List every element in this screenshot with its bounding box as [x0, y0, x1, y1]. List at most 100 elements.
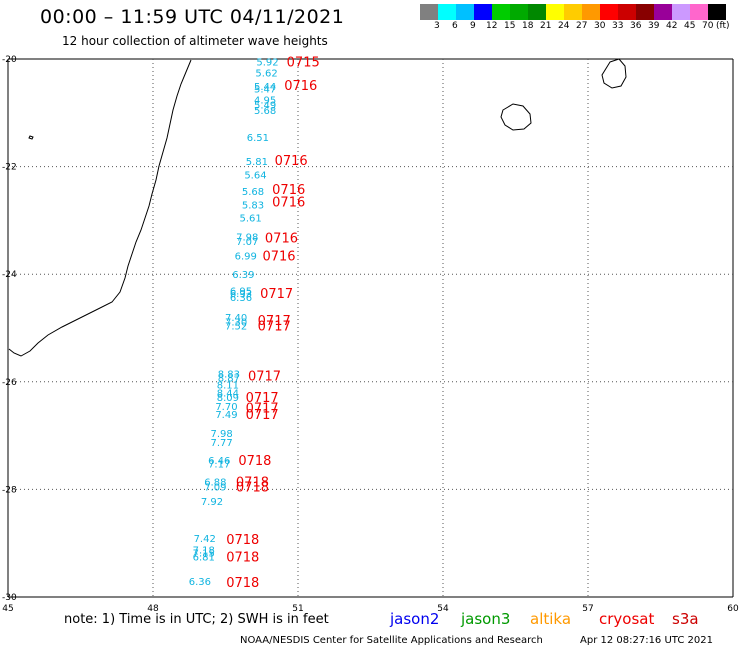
swh-label: 8.87 [218, 373, 240, 384]
legend-jason2: jason2 [390, 610, 440, 628]
color-scale-label: 70 [702, 21, 714, 31]
swh-label: 8.09 [217, 393, 239, 404]
color-swatch [618, 4, 636, 20]
swh-label: 6.99 [235, 251, 257, 262]
swh-labels: 5.925.625.445.474.955.495.686.515.815.64… [189, 58, 279, 588]
color-swatch [582, 4, 600, 20]
time-label: 0716 [275, 154, 308, 169]
time-label: 0716 [272, 196, 305, 211]
lon-tick-label: 54 [437, 604, 449, 614]
color-swatch [600, 4, 618, 20]
legend-cryosat: cryosat [599, 610, 655, 628]
color-scale-label: 6 [452, 21, 458, 31]
lon-tick-label: 45 [2, 604, 13, 614]
swh-label: 5.64 [244, 171, 266, 182]
lat-lon-grid [7, 58, 734, 598]
time-label: 0718 [236, 475, 269, 490]
time-label: 0716 [272, 183, 305, 198]
legend-s3a: s3a [672, 610, 699, 628]
swh-label: 5.68 [242, 187, 264, 198]
swh-label: 7.30 [225, 318, 247, 329]
color-swatch [492, 4, 510, 20]
color-swatch [474, 4, 492, 20]
color-scale-unit: (ft) [716, 21, 730, 31]
swh-label: 7.07 [236, 237, 258, 248]
time-label: 0717 [258, 314, 291, 329]
color-scale-bar [420, 4, 726, 20]
coastline [8, 58, 627, 357]
color-swatch [636, 4, 654, 20]
lat-tick-label: -28 [2, 485, 17, 495]
swh-label: 5.83 [242, 200, 264, 211]
lon-tick-label: 51 [292, 604, 303, 614]
swh-label: 8.44 [217, 389, 239, 400]
swh-label: 5.81 [246, 157, 268, 168]
color-scale-label: 45 [684, 21, 696, 31]
swh-label: 7.77 [210, 438, 232, 449]
lat-tick-label: -24 [2, 270, 17, 280]
swh-label: 5.44 [254, 82, 276, 93]
swh-label: 6.93 [230, 289, 252, 300]
swh-label: 5.47 [254, 85, 276, 96]
swh-label: 6.36 [189, 577, 211, 588]
swh-label: 4.95 [254, 95, 276, 106]
swh-label: 5.68 [254, 106, 276, 117]
swh-label: 5.49 [254, 101, 276, 112]
swh-label: 6.36 [230, 293, 252, 304]
swh-label: 8.11 [217, 380, 239, 391]
time-label: 0718 [226, 533, 259, 548]
swh-label: 7.42 [194, 534, 216, 545]
lon-tick-label: 60 [727, 604, 739, 614]
color-swatch [672, 4, 690, 20]
color-scale-label: 30 [594, 21, 606, 31]
swh-label: 5.92 [256, 58, 278, 69]
color-scale-label: 12 [486, 21, 498, 31]
time-label: 0716 [284, 79, 317, 94]
islet [28, 135, 34, 140]
swh-label: 6.88 [204, 477, 226, 488]
color-swatch [546, 4, 564, 20]
color-scale-label: 36 [630, 21, 642, 31]
legend-altika: altika [530, 610, 572, 628]
credit-timestamp: Apr 12 08:27:16 UTC 2021 [580, 635, 713, 646]
swh-label: 7.40 [225, 313, 247, 324]
swh-label: 7.18 [193, 546, 215, 557]
swh-label: 6.81 [193, 553, 215, 564]
axis-tick-labels: 45 48 51 54 57 60 -20 -22 -24 -26 -28 -30 [2, 55, 739, 614]
swh-label: 6.95 [230, 286, 252, 297]
color-scale-label: 15 [504, 21, 516, 31]
color-swatch [564, 4, 582, 20]
color-scale-label: 24 [558, 21, 570, 31]
time-label: 0715 [287, 56, 320, 71]
color-scale-label: 39 [648, 21, 660, 31]
madagascar-coastline [8, 59, 192, 357]
swh-label: 5.62 [255, 68, 277, 79]
color-scale-label: 27 [576, 21, 588, 31]
color-swatch [510, 4, 528, 20]
color-swatch [528, 4, 546, 20]
swh-label: 7.17 [208, 460, 230, 471]
swh-label: 7.70 [215, 402, 237, 413]
swh-label: 5.61 [239, 214, 261, 225]
swh-label: 7.52 [225, 321, 247, 332]
time-label: 0718 [226, 576, 259, 591]
color-swatch [438, 4, 456, 20]
color-swatch [708, 4, 726, 20]
color-scale-label: 9 [470, 21, 476, 31]
credit-agency: NOAA/NESDIS Center for Satellite Applica… [240, 635, 543, 646]
lon-tick-label: 57 [582, 604, 593, 614]
color-scale-label: 18 [522, 21, 534, 31]
lat-tick-label: -20 [2, 55, 17, 65]
color-scale-label: 42 [666, 21, 678, 31]
time-label: 0718 [236, 481, 269, 496]
swh-label: 7.98 [236, 233, 258, 244]
swh-label: 7.49 [215, 410, 237, 421]
map-subtitle: 12 hour collection of altimeter wave hei… [62, 34, 328, 48]
time-label: 0717 [246, 391, 279, 406]
color-swatch [420, 4, 438, 20]
swh-label: 7.15 [193, 548, 215, 559]
lat-tick-label: -22 [2, 163, 17, 173]
swh-label: 6.39 [232, 270, 254, 281]
mauritius-island [601, 58, 627, 89]
